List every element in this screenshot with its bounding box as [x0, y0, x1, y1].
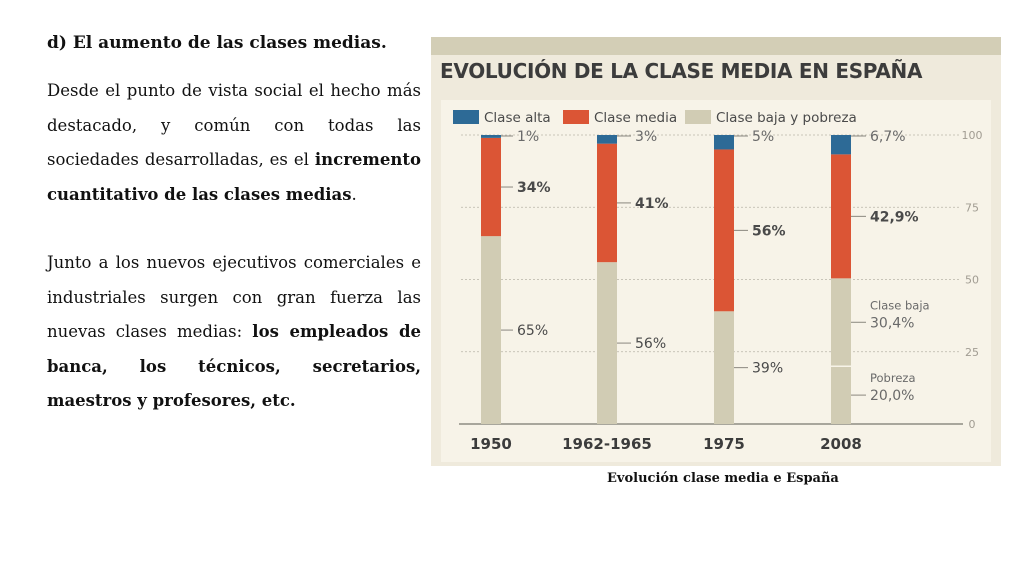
bar-segment-clase-alta [714, 135, 734, 150]
slide-heading: d) El aumento de las clases medias. [47, 33, 387, 53]
legend-label: Clase media [594, 110, 677, 126]
data-label: 1% [517, 129, 539, 145]
data-label: 30,4% [870, 315, 914, 331]
data-label: 42,9% [870, 209, 919, 225]
paragraph-1-end: . [351, 184, 357, 204]
bar-segment-clase-media [714, 149, 734, 312]
figure-top-bar [431, 37, 1001, 55]
data-label: 41% [635, 196, 669, 212]
bar-segment-pobreza [831, 366, 851, 424]
bar-segment-clase-baja-y-pobreza [481, 236, 501, 424]
bar-segment-clase-baja-y-pobreza [714, 311, 734, 424]
data-label: 20,0% [870, 388, 914, 404]
y-tick-label: 75 [965, 201, 979, 214]
x-tick-label: 2008 [820, 435, 862, 453]
y-tick-label: 50 [965, 274, 979, 287]
data-label: 5% [752, 129, 774, 145]
paragraph-1: Desde el punto de vista social el hecho … [47, 74, 421, 212]
stacked-bar-chart: 0 25 50 75 100 Clase alta Clase media Clase baj… [453, 110, 983, 453]
y-tick-label: 0 [969, 418, 976, 431]
data-label: 34% [517, 180, 551, 196]
chart-panel: 0 25 50 75 100 Clase alta Clase media Clase baj… [441, 100, 991, 462]
paragraph-2-bold: los empleados de banca, los técnicos, se… [47, 322, 421, 410]
figure-caption: Evolución clase media e España [607, 471, 839, 486]
legend-label: Clase baja y pobreza [716, 110, 857, 126]
bar-segment-clase-media [831, 154, 851, 279]
legend-swatch [453, 110, 479, 124]
bar-segment-clase-alta [481, 135, 501, 138]
paragraph-1-bold: incremento cuantitativo de las clases me… [47, 150, 421, 204]
bar-segment-clase-media [597, 143, 617, 263]
x-tick-label: 1950 [470, 435, 512, 453]
y-tick-label: 100 [962, 129, 983, 142]
paragraph-2: Junto a los nuevos ejecutivos comerciale… [47, 246, 421, 419]
x-tick-label: 1975 [703, 435, 745, 453]
chart-title: EVOLUCIÓN DE LA CLASE MEDIA EN ESPAÑA [440, 59, 923, 83]
subdivision-name: Clase baja [870, 298, 930, 312]
text-column: d) El aumento de las clases medias. Desd… [47, 30, 421, 419]
paragraph-1-text: Desde el punto de vista social el hecho … [47, 81, 421, 169]
y-tick-label: 25 [965, 346, 979, 359]
subdivision-name: Pobreza [870, 371, 916, 385]
data-label: 56% [752, 223, 786, 239]
legend-swatch [563, 110, 589, 124]
paragraph-2-text: Junto a los nuevos ejecutivos comerciale… [47, 253, 421, 341]
bar-segment-clase-alta [831, 135, 851, 155]
legend-swatch [685, 110, 711, 124]
data-label: 6,7% [870, 129, 906, 145]
data-label: 39% [752, 361, 783, 377]
data-label: 65% [517, 323, 548, 339]
bar-segment-clase-baja-y-pobreza [597, 262, 617, 424]
data-label: 3% [635, 129, 657, 145]
data-label: 56% [635, 336, 666, 352]
bar-segment-clase-media [481, 137, 501, 237]
bar-segment-clase-baja [831, 278, 851, 367]
chart-figure: EVOLUCIÓN DE LA CLASE MEDIA EN ESPAÑA 0 2… [431, 37, 1001, 466]
x-tick-label: 1962-1965 [562, 435, 652, 453]
bar-segment-clase-alta [597, 135, 617, 144]
legend-label: Clase alta [484, 110, 551, 126]
